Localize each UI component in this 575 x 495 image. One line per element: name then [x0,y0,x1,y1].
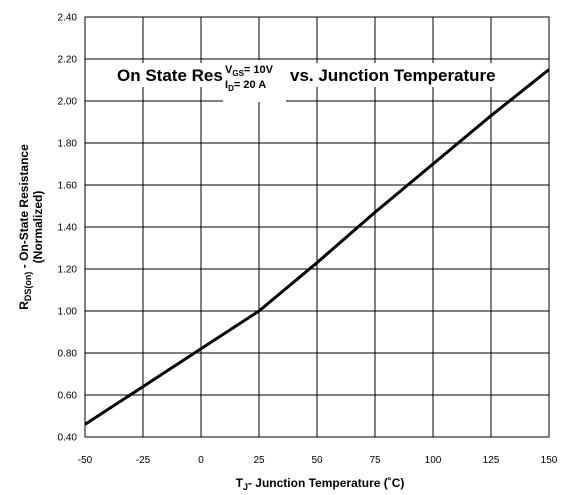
vgs-symbol: V [225,64,233,76]
y-tick-label: 0.80 [58,349,78,360]
y-axis-label-line1: RDS(on) - On-State Resistance [17,144,33,310]
y-tick-label: 1.60 [58,181,78,192]
x-tick-labels: -50 -25 0 25 50 75 100 125 150 [78,455,558,466]
x-axis-subscript: J [243,482,248,492]
series-group [84,68,550,426]
y-tick-label: 0.60 [58,391,78,402]
y-axis-label: RDS(on) - On-State Resistance (Normalize… [17,144,45,310]
x-axis-symbol: T [236,476,244,490]
y-tick-label: 2.20 [58,55,78,66]
y-tick-label: 1.80 [58,139,78,150]
condition-vgs: VGS= 10V [225,64,274,78]
chart-title-left: On State Res [117,66,223,85]
y-tick-label: 0.40 [58,433,78,444]
x-axis-label: TJ- Junction Temperature (˚C) [236,476,405,492]
vgs-value: = 10V [244,64,274,76]
x-tick-label: 125 [483,455,500,466]
y-tick-label: 1.00 [58,307,78,318]
y-axis-text: - On-State Resistance [17,144,31,272]
y-tick-label: 2.40 [58,13,78,24]
title-background-left [114,63,223,87]
x-tick-label: 100 [425,455,442,466]
x-tick-label: -25 [136,455,151,466]
series-line [84,68,550,426]
x-tick-label: 0 [198,455,204,466]
x-tick-label: 75 [369,455,381,466]
chart-title-right: vs. Junction Temperature [290,66,496,85]
condition-id: ID= 20 A [225,79,266,93]
conditions-background [223,60,286,102]
id-value: = 20 A [234,79,266,91]
plot-frame [84,16,550,438]
y-axis-subscript: DS(on) [23,272,33,302]
x-axis-text: - Junction Temperature (˚C) [248,476,404,490]
title-background-right [286,63,492,87]
y-tick-label: 2.00 [58,97,78,108]
x-tick-label: 50 [311,455,323,466]
vgs-subscript: GS [232,69,244,78]
y-tick-label: 1.40 [58,223,78,234]
y-tick-label: 1.20 [58,265,78,276]
id-subscript: D [228,84,234,93]
id-symbol: I [225,79,228,91]
y-tick-labels: 0.40 0.60 0.80 1.00 1.20 1.40 1.60 1.80 2.00 2.20… [58,13,78,444]
x-tick-label: 150 [541,455,558,466]
y-axis-symbol: R [17,301,31,310]
y-axis-label-line2: (Normalized) [31,191,45,264]
x-tick-label: -50 [78,455,93,466]
x-tick-label: 25 [253,455,265,466]
